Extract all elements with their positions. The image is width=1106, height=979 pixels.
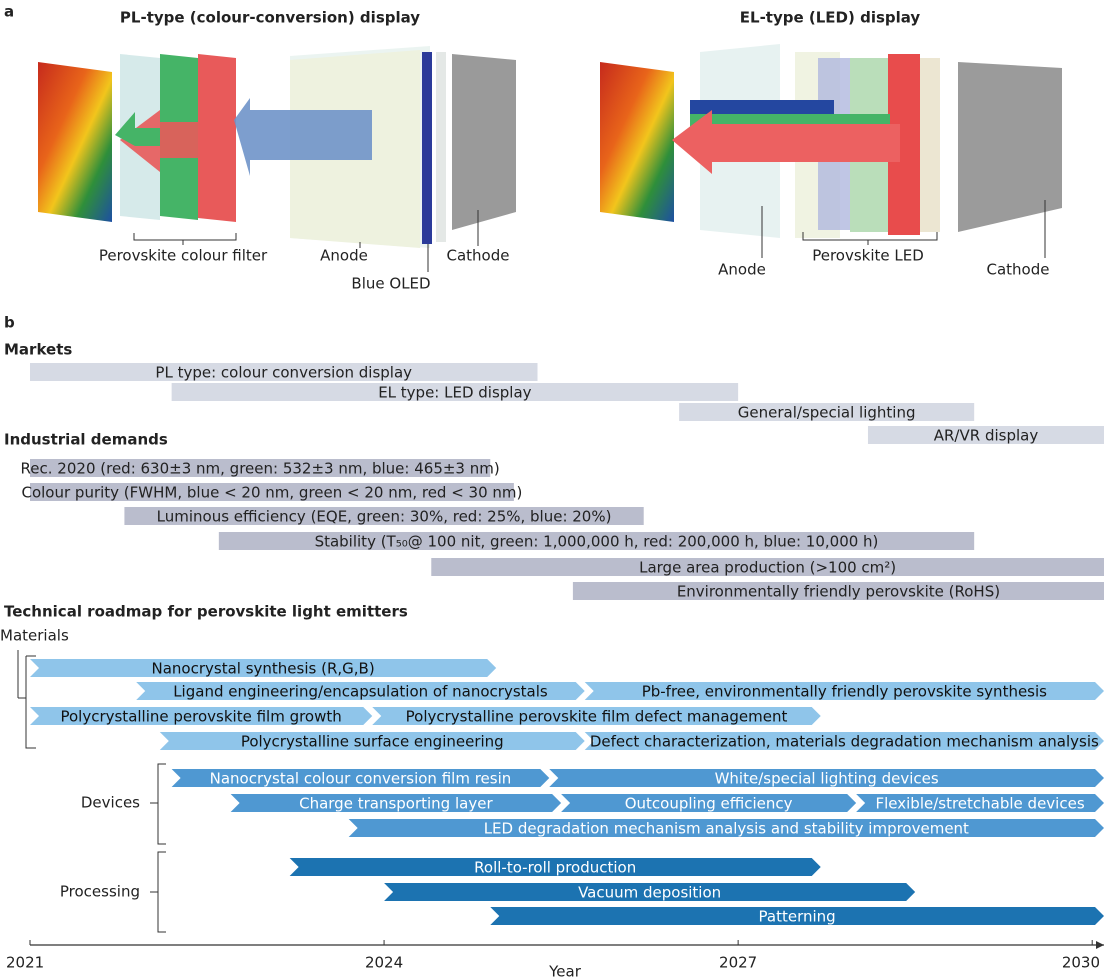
bar-label: EL type: LED display xyxy=(378,384,531,402)
bar-label: Rec. 2020 (red: 630±3 nm, green: 532±3 n… xyxy=(21,460,500,478)
bar-label: Large area production (>100 cm²) xyxy=(639,559,896,577)
section-title: Industrial demands xyxy=(4,431,168,449)
arrow-label: Roll-to-roll production xyxy=(474,859,636,877)
part-label: Blue OLED xyxy=(351,275,430,293)
bar-label: Environmentally friendly perovskite (RoH… xyxy=(677,583,1000,601)
figure: a PL-type (colour-conversion) display EL… xyxy=(0,0,1106,979)
arrow-label: Pb-free, environmentally friendly perovs… xyxy=(642,683,1047,701)
bar-label: Stability (T₅₀@ 100 nit, green: 1,000,00… xyxy=(315,533,879,551)
arrow-label: LED degradation mechanism analysis and s… xyxy=(484,820,969,838)
group-label: Devices xyxy=(81,794,140,812)
pl-illustration xyxy=(38,46,516,248)
panel-label: b xyxy=(4,314,15,332)
arrow-label: Defect characterization, materials degra… xyxy=(590,733,1099,751)
part-label: Cathode xyxy=(447,247,510,265)
arrow-label: Outcoupling efficiency xyxy=(625,795,793,813)
axis-arrow xyxy=(1096,941,1104,949)
bar-label: AR/VR display xyxy=(934,427,1039,445)
part-label: Anode xyxy=(320,247,368,265)
panel-label: a xyxy=(4,3,14,21)
bar-label: General/special lighting xyxy=(738,404,916,422)
panel-title: EL-type (LED) display xyxy=(740,9,921,27)
section-title: Technical roadmap for perovskite light e… xyxy=(4,603,408,621)
panel-title: PL-type (colour-conversion) display xyxy=(120,9,420,27)
part-label: Cathode xyxy=(987,261,1050,279)
axis-title: Year xyxy=(548,963,582,979)
arrow-label: Ligand engineering/encapsulation of nano… xyxy=(173,683,548,701)
arrow-label: White/special lighting devices xyxy=(715,770,939,788)
arrow-label: Nanocrystal synthesis (R,G,B) xyxy=(152,660,375,678)
part-label: Anode xyxy=(718,261,766,279)
arrow-label: Nanocrystal colour conversion film resin xyxy=(210,770,512,788)
arrow-label: Charge transporting layer xyxy=(299,795,493,813)
group-label: Materials xyxy=(0,627,69,645)
x-tick-label: 2030 xyxy=(1062,954,1100,972)
arrow-label: Polycrystalline perovskite film defect m… xyxy=(406,708,788,726)
x-tick-label: 2021 xyxy=(6,954,44,972)
group-label: Processing xyxy=(60,883,140,901)
bar-label: PL type: colour conversion display xyxy=(155,364,412,382)
arrow-label: Flexible/stretchable devices xyxy=(876,795,1085,813)
el-illustration xyxy=(600,44,1062,238)
arrow-label: Polycrystalline surface engineering xyxy=(241,733,504,751)
bar-label: Luminous efficiency (EQE, green: 30%, re… xyxy=(157,508,612,526)
part-label: Perovskite LED xyxy=(812,247,924,265)
part-label: Perovskite colour filter xyxy=(99,247,268,265)
x-tick-label: 2024 xyxy=(365,954,403,972)
arrow-label: Vacuum deposition xyxy=(578,884,721,902)
section-title: Markets xyxy=(4,341,72,359)
arrow-label: Polycrystalline perovskite film growth xyxy=(60,708,341,726)
bar-label: Colour purity (FWHM, blue < 20 nm, green… xyxy=(21,484,522,502)
arrow-label: Patterning xyxy=(759,908,836,926)
x-tick-label: 2027 xyxy=(719,954,757,972)
